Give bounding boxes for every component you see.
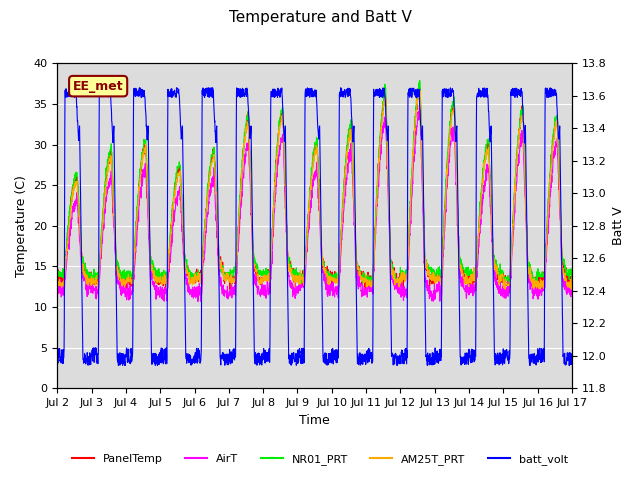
Text: EE_met: EE_met — [73, 80, 124, 93]
Legend: PanelTemp, AirT, NR01_PRT, AM25T_PRT, batt_volt: PanelTemp, AirT, NR01_PRT, AM25T_PRT, ba… — [68, 450, 572, 469]
Text: Temperature and Batt V: Temperature and Batt V — [228, 10, 412, 24]
X-axis label: Time: Time — [300, 414, 330, 427]
Y-axis label: Batt V: Batt V — [612, 206, 625, 245]
Y-axis label: Temperature (C): Temperature (C) — [15, 175, 28, 277]
